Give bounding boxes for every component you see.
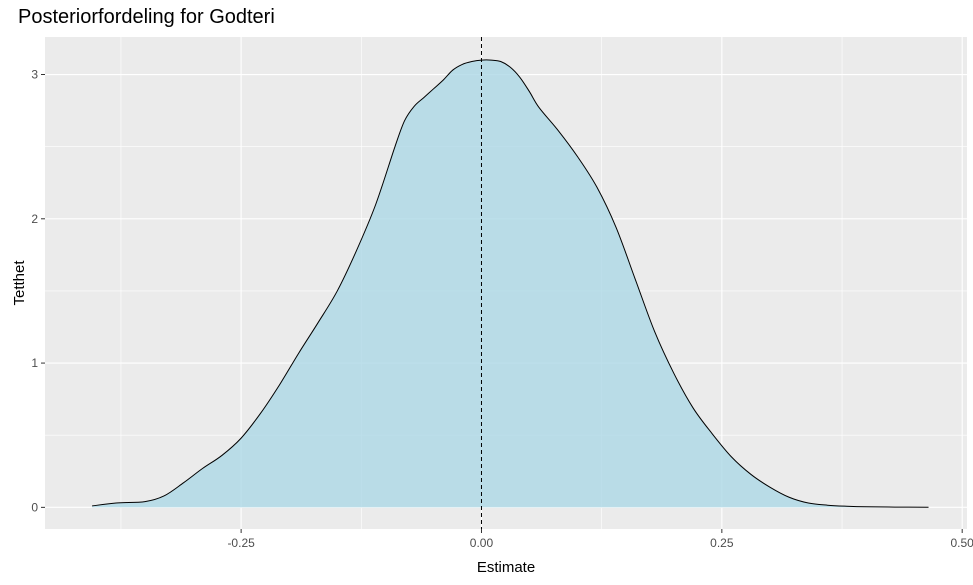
- y-tick-label: 0: [31, 500, 38, 514]
- y-axis-ticks: 0 1 2 3: [31, 68, 45, 514]
- x-axis-title: Estimate: [477, 559, 535, 576]
- x-axis-ticks: -0.25 0.00 0.25 0.50: [227, 529, 973, 550]
- y-tick-label: 2: [31, 212, 38, 226]
- x-tick-label: 0.25: [710, 536, 734, 550]
- density-line: [92, 59, 929, 508]
- x-tick-label: 0.00: [470, 536, 494, 550]
- x-tick-label: 0.50: [951, 536, 973, 550]
- chart-title: Posteriorfordeling for Godteri: [18, 6, 275, 28]
- density-area: [92, 59, 929, 508]
- y-tick-label: 3: [31, 68, 38, 82]
- y-tick-label: 1: [31, 356, 38, 370]
- x-tick-label: -0.25: [227, 536, 255, 550]
- y-axis-title: Tetthet: [11, 260, 28, 306]
